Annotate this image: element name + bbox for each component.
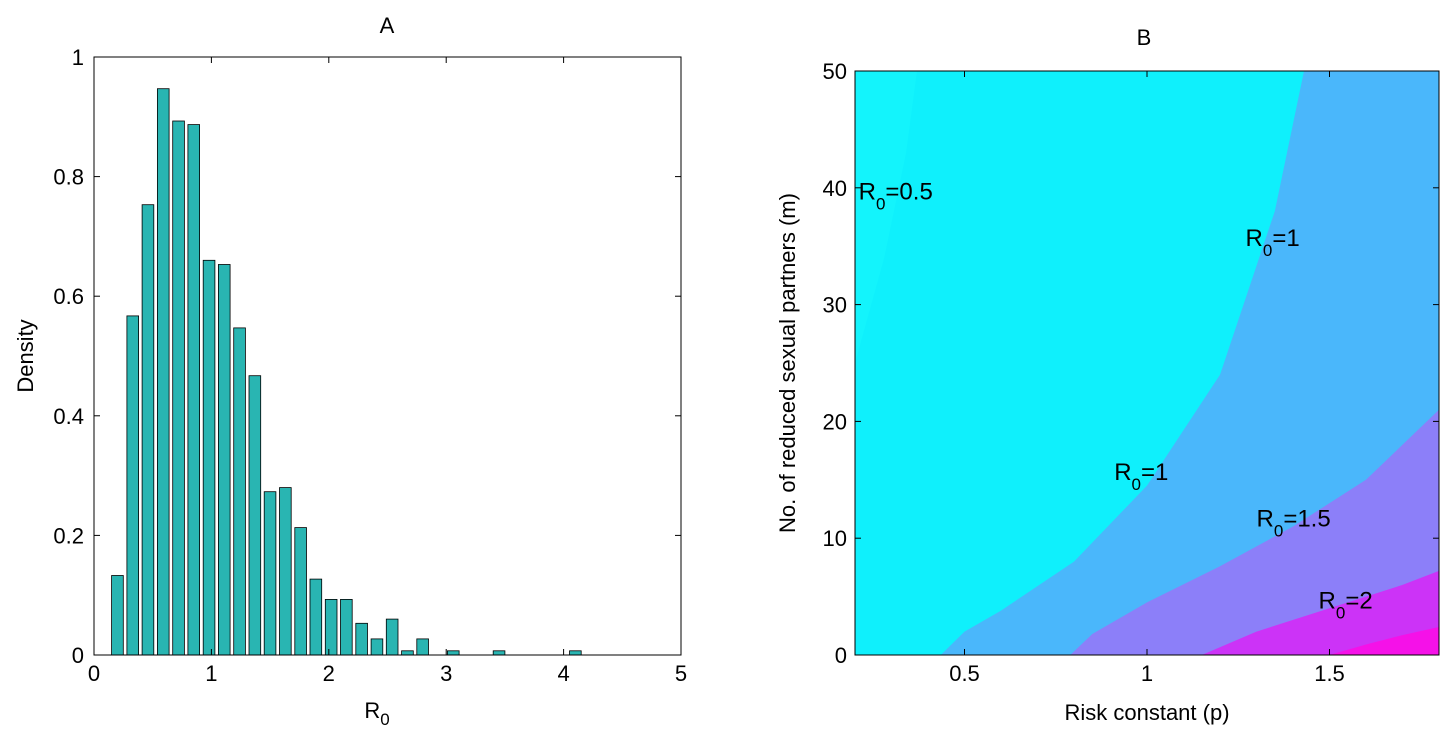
x-label-base: R (364, 698, 380, 723)
histogram-bar (569, 650, 582, 656)
y-tick-label: 10 (823, 526, 847, 551)
contour-region-light-band (855, 71, 917, 363)
y-tick-label: 0.6 (53, 284, 84, 309)
histogram-bar (187, 124, 200, 656)
panel-b-ticks: 0.5 1 1.5 0 10 20 30 40 50 (823, 59, 1439, 686)
histogram-bar (355, 622, 368, 656)
histogram-bar (279, 487, 292, 656)
y-tick-label: 40 (823, 176, 847, 201)
contour-region-1 (940, 71, 1439, 655)
histogram-bar (340, 599, 353, 656)
histogram-bar (446, 650, 460, 656)
panel-b-title: B (1137, 25, 1152, 50)
histogram-bar (324, 599, 338, 656)
histogram-bars (111, 88, 582, 656)
panel-a-axes-box (93, 56, 682, 656)
histogram-bar (172, 120, 185, 656)
x-tick-label: 1 (1141, 661, 1153, 686)
panel-a-x-axis-label: R0 (364, 698, 389, 729)
contour-label: R0=2 (1319, 587, 1373, 622)
panel-a-title: A (380, 13, 395, 38)
histogram-bar (492, 650, 506, 656)
y-tick-label: 30 (823, 293, 847, 318)
y-tick-label: 0.4 (53, 404, 84, 429)
y-tick-label: 20 (823, 409, 847, 434)
x-tick-label: 1 (205, 661, 217, 686)
x-tick-label: 2 (323, 661, 335, 686)
contour-regions (855, 71, 1439, 655)
panel-a-ticks: 0 1 2 3 4 5 0 0.2 0.4 0.6 0.8 1 (53, 45, 687, 686)
histogram-bar (263, 491, 277, 656)
histogram-bar (385, 618, 399, 656)
histogram-bar (141, 204, 155, 656)
panel-b-contour: B 0.5 1 1.5 0 10 20 30 40 50 R0=0.5 R0=1 R0=1 R0=1.… (775, 25, 1440, 725)
histogram-bar (248, 375, 262, 656)
histogram-bar (126, 315, 140, 656)
contour-region-4 (1329, 627, 1439, 655)
panel-a-y-axis-label: Density (13, 319, 38, 392)
contour-labels: R0=0.5 R0=1 R0=1 R0=1.5 R0=2 (859, 179, 1373, 623)
histogram-bar (401, 650, 414, 656)
histogram-bar (416, 638, 429, 656)
contour-region-2 (1070, 409, 1439, 655)
histogram-bar (111, 575, 124, 656)
contour-region-3 (1201, 570, 1439, 655)
contour-label: R0=1 (1114, 459, 1168, 494)
panel-a-histogram: A 0 1 2 3 4 500.20.40.60.81 R0 Density (13, 13, 687, 729)
x-label-subscript: 0 (380, 710, 389, 729)
x-tick-label: 4 (557, 661, 569, 686)
histogram-bar (370, 638, 384, 656)
contour-label: R0=1.5 (1257, 506, 1331, 541)
panel-b-y-axis-label: No. of reduced sexual partners (m) (775, 193, 800, 533)
y-tick-label: 0 (835, 643, 847, 668)
y-tick-label: 0.8 (53, 165, 84, 190)
y-tick-label: 0.2 (53, 523, 84, 548)
histogram-bar (233, 327, 246, 656)
histogram-bar (202, 259, 216, 656)
x-tick-label: 3 (440, 661, 452, 686)
y-tick-label: 50 (823, 59, 847, 84)
x-tick-label: 1.5 (1314, 661, 1345, 686)
y-tick-label: 1 (72, 45, 84, 70)
histogram-bar (309, 578, 323, 656)
histogram-bar (294, 527, 307, 656)
panel-b-x-axis-label: Risk constant (p) (1064, 700, 1229, 725)
y-tick-label: 0 (72, 643, 84, 668)
x-tick-label: 5 (675, 661, 687, 686)
contour-label: R0=1 (1246, 225, 1300, 260)
contour-label: R0=0.5 (859, 179, 933, 214)
x-tick-label: 0 (88, 661, 100, 686)
histogram-bar (217, 264, 231, 656)
x-tick-label: 0.5 (949, 661, 980, 686)
histogram-bar (156, 88, 170, 656)
